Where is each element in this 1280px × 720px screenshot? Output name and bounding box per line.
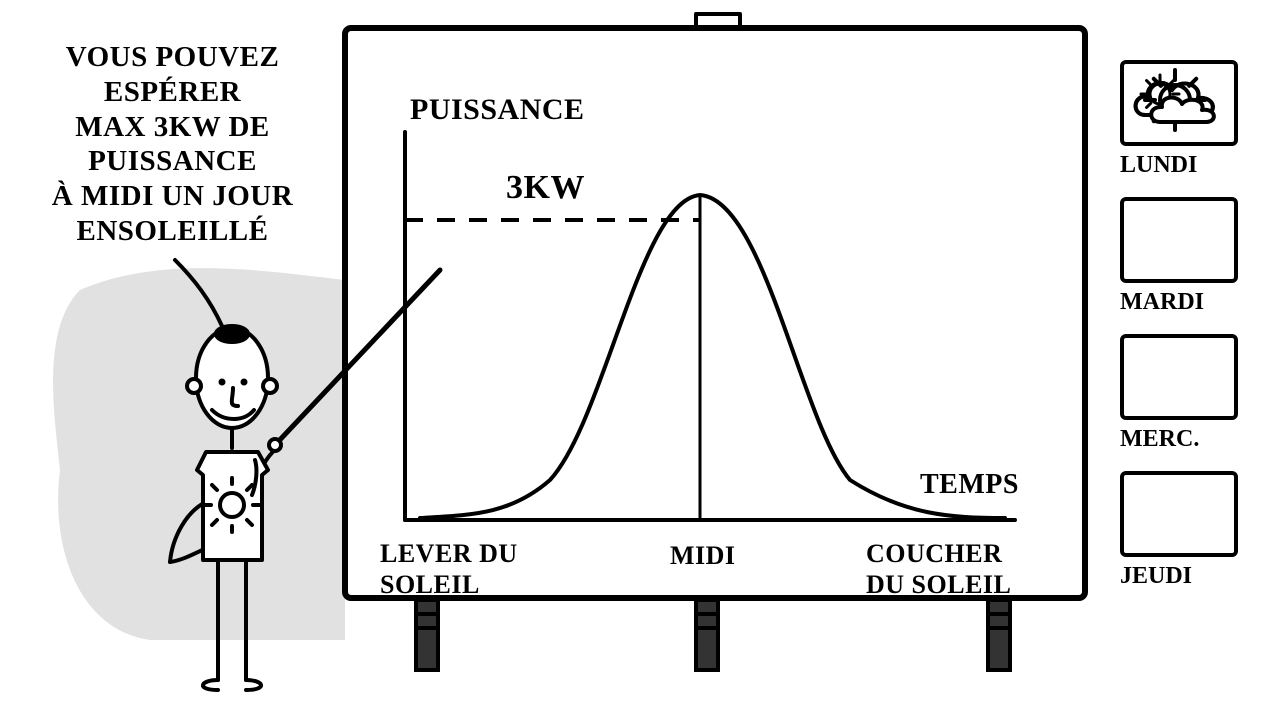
forecast-column: LUNDI MARDI MERC. JEUDI: [1120, 60, 1270, 608]
forecast-day: MARDI: [1120, 197, 1270, 316]
shadow-wash: [53, 268, 345, 640]
speech-text: VOUS POUVEZ ESPÉRER MAX 3KW DE PUISSANCE…: [0, 40, 345, 249]
forecast-day-label: LUNDI: [1120, 152, 1270, 179]
xtick-mid: MIDI: [670, 540, 736, 571]
forecast-day-label: MARDI: [1120, 289, 1270, 316]
weather-icon-cloud: [1120, 334, 1238, 420]
board-legs: [416, 598, 1010, 670]
peak-label: 3KW: [506, 168, 585, 209]
forecast-day-label: JEUDI: [1120, 563, 1270, 590]
xtick-end: COUCHER DU SOLEIL: [866, 538, 1011, 600]
weather-icon-suncloud: [1120, 471, 1238, 557]
forecast-day-label: MERC.: [1120, 426, 1270, 453]
xlabel: TEMPS: [920, 468, 1019, 502]
forecast-day: MERC.: [1120, 334, 1270, 453]
forecast-day: JEUDI: [1120, 471, 1270, 590]
weather-icon-cloud: [1120, 197, 1238, 283]
xtick-start: LEVER DU SOLEIL: [380, 538, 518, 600]
ylabel: PUISSANCE: [410, 92, 585, 128]
